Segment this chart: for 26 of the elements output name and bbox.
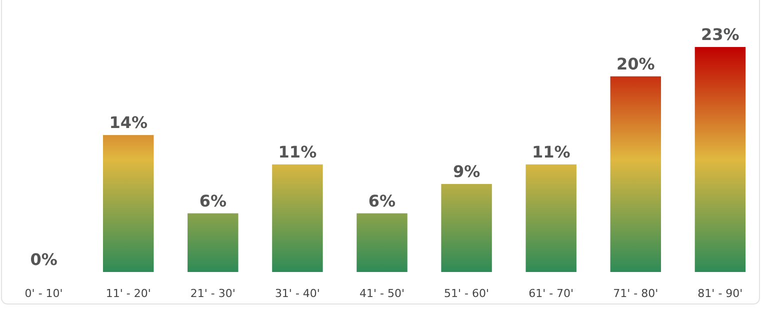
x-tick-label: 31' - 40' [274,287,320,300]
x-tick-label: 0' - 10' [24,287,63,300]
x-tick-label: 11' - 20' [106,287,151,300]
bar [103,135,154,272]
bar [526,164,576,272]
data-label: 0% [30,250,58,269]
x-tick-label: 41' - 50' [359,287,405,300]
data-label: 9% [452,162,480,181]
bar [694,47,746,272]
data-label: 11% [532,142,570,162]
data-label: 6% [368,191,396,210]
data-label: 23% [701,25,740,44]
x-tick-label: 21' - 30' [190,287,236,300]
bar [356,213,408,272]
x-tick-label: 81' - 90' [698,287,743,300]
x-tick-label: 71' - 80' [613,287,658,300]
data-label: 14% [109,113,148,132]
bar [441,184,492,272]
x-tick-label: 61' - 70' [528,287,574,300]
bar [272,164,323,272]
x-tick-label: 51' - 60' [444,287,490,300]
data-label: 20% [616,54,655,74]
data-label: 6% [199,191,226,210]
bar [188,213,238,272]
bar [610,76,661,272]
data-label: 11% [278,142,317,162]
